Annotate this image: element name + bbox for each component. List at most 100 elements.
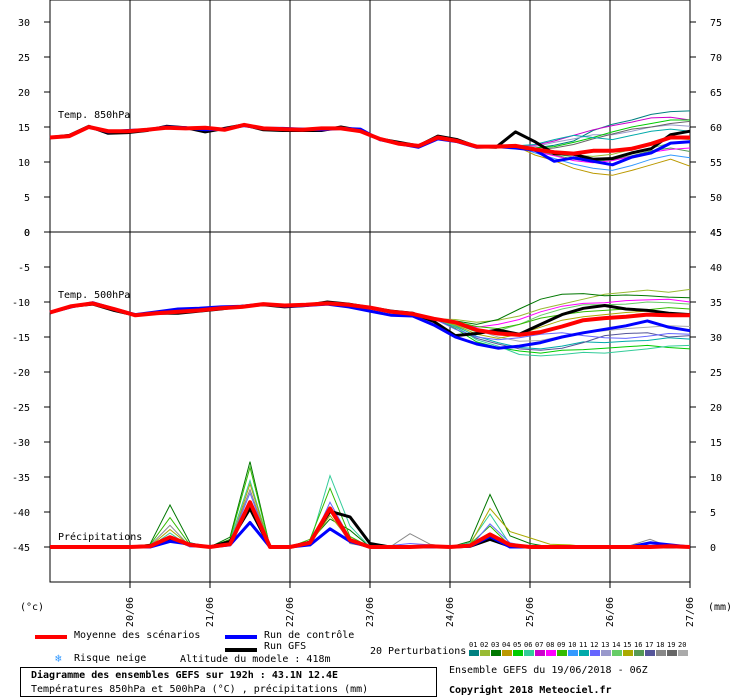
y-tick-label-right: 0 [710,543,716,554]
perturbation-swatch [667,650,677,656]
perturbation-swatch [634,650,644,656]
control-legend-label: Run de contrôle [264,630,355,641]
y-tick-label-right: 20 [710,403,722,414]
title-box: Diagramme des ensembles GEFS sur 192h : … [20,667,437,697]
date-tick-label: 21/06 [205,597,216,627]
perturbation-swatch [623,650,633,656]
perturbation-swatch [513,650,523,656]
y-tick-label-right: 45 [710,228,722,239]
perturbation-swatch [579,650,589,656]
perturbation-number: 01 [469,641,478,649]
panel-title: Temp. 500hPa [58,290,130,301]
perturbation-number: 15 [623,641,632,649]
y-tick-label-right: 50 [710,193,722,204]
perturbation-swatch [590,650,600,656]
y-tick-label-left: -45 [12,543,30,554]
y-tick-label-left: -10 [12,298,30,309]
y-tick-label-left: -40 [12,508,30,519]
perturbation-number: 20 [678,641,687,649]
y-tick-label-right: 45 [710,228,722,239]
perturbation-number: 04 [502,641,511,649]
perturbation-swatch [469,650,479,656]
y-tick-label-right: 25 [710,368,722,379]
chart-lines [49,110,691,549]
mean-legend-label: Moyenne des scénarios [74,630,201,641]
y-tick-label-left: -20 [12,368,30,379]
perturbation-swatch [678,650,688,656]
y-tick-label-left: -25 [12,403,30,414]
chart-labels: 20/06 21/06 22/06 23/06 24/06 25/06 26/06 27/06… [12,18,732,627]
perturbation-number: 10 [568,641,577,649]
y-tick-label-right: 15 [710,438,722,449]
date-tick-label: 26/06 [605,597,616,627]
mean-legend-swatch [35,635,67,639]
gfs-legend-label: Run GFS [264,641,307,652]
chart-grid [44,0,696,588]
ensemble-run-label: Ensemble GEFS du 19/06/2018 - 06Z [449,665,648,676]
perturbation-number: 14 [612,641,621,649]
mean-series-line [49,122,690,156]
date-tick-label: 27/06 [685,597,696,627]
perturbation-swatch [535,650,545,656]
y-tick-label-left: 0 [24,228,30,239]
gfs-legend-swatch [225,648,257,652]
y-tick-label-right: 40 [710,263,722,274]
y-tick-label-left: 5 [24,193,30,204]
perturbation-number: 13 [601,641,610,649]
panel-title: Temp. 850hPa [58,110,130,121]
y-tick-label-right: 30 [710,333,722,344]
perturbation-swatch [568,650,578,656]
perturbation-swatch [502,650,512,656]
snowflake-icon: ❄ [55,652,62,665]
y-tick-label-right: 65 [710,88,722,99]
y-tick-label-right: 35 [710,298,722,309]
y-tick-label-right: 75 [710,18,722,29]
unit-label-left: (°c) [20,602,44,613]
perturbation-number: 19 [667,641,676,649]
mean-series-line [49,301,690,337]
perturbation-number: 07 [535,641,544,649]
copyright-label: Copyright 2018 Meteociel.fr [449,685,612,696]
perturbation-number: 18 [656,641,665,649]
perturbation-swatch [557,650,567,656]
perturbation-number: 17 [645,641,654,649]
perturbation-number: 16 [634,641,643,649]
chart-title: Diagramme des ensembles GEFS sur 192h : … [31,670,339,681]
y-tick-label-left: 30 [18,18,30,29]
y-tick-label-left: 10 [18,158,30,169]
altitude-label: Altitude du modele : 418m [180,654,331,665]
y-tick-label-left: -5 [18,263,30,274]
y-tick-label-left: -35 [12,473,30,484]
y-tick-label-left: 20 [18,88,30,99]
y-tick-label-left: -30 [12,438,30,449]
y-tick-label-left: 15 [18,123,30,134]
perturbation-swatch [645,650,655,656]
date-tick-label: 20/06 [125,597,136,627]
perturbation-swatch [656,650,666,656]
snow-risk-label: Risque neige [74,653,147,664]
date-tick-label: 22/06 [285,597,296,627]
perturbations-label: 20 Perturbations [370,646,467,657]
perturbation-number: 08 [546,641,555,649]
control-legend-swatch [225,635,257,639]
y-tick-label-left: -15 [12,333,30,344]
y-tick-label-right: 5 [710,508,716,519]
perturbation-swatch [601,650,611,656]
y-tick-label-right: 55 [710,158,722,169]
perturbation-number: 11 [579,641,588,649]
unit-label-right: (mm) [708,602,732,613]
date-tick-label: 24/06 [445,597,456,627]
y-tick-label-right: 70 [710,53,722,64]
perturbation-number: 03 [491,641,500,649]
perturbation-swatch [524,650,534,656]
perturbation-swatch [546,650,556,656]
date-tick-label: 25/06 [525,597,536,627]
y-tick-label-right: 60 [710,123,722,134]
perturbation-number: 05 [513,641,522,649]
perturbation-number: 09 [557,641,566,649]
panel-title: Précipitations [58,531,142,543]
chart-subtitle: Températures 850hPa et 500hPa (°C) , pré… [31,684,369,695]
perturbation-number: 06 [524,641,533,649]
y-tick-label-right: 10 [710,473,722,484]
